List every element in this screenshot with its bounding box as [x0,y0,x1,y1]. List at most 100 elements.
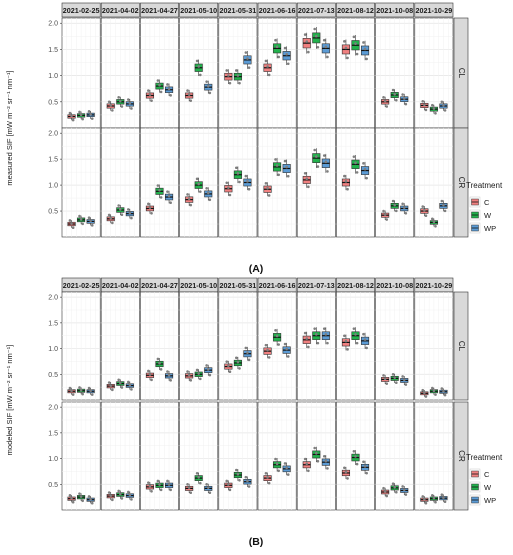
data-point [90,393,94,396]
data-point [166,479,169,483]
data-point [267,194,271,197]
data-point [147,481,150,484]
data-point [87,495,91,498]
data-point [158,361,161,365]
data-point [156,184,160,187]
data-point [128,493,132,497]
data-point [404,383,408,386]
data-point [382,209,385,213]
date-strip [61,2,101,18]
data-point [307,50,310,54]
data-point [187,93,191,96]
data-point [150,489,153,493]
data-point [383,377,387,381]
data-point [432,220,436,224]
data-point [130,498,133,501]
data-point [158,83,161,87]
data-point [286,62,290,66]
data-point [147,89,150,92]
data-point [156,357,160,361]
data-point [246,57,249,60]
data-point [186,193,189,196]
data-point [246,479,249,483]
row-label: CL [457,68,466,79]
data-point [275,462,279,465]
data-point [120,386,124,389]
data-point [275,45,279,49]
data-point [324,45,328,49]
data-point [195,368,199,372]
data-point [78,110,81,114]
data-point [87,216,91,220]
data-point [264,343,268,347]
data-point [424,501,428,505]
data-point [346,348,349,351]
data-point [167,373,171,377]
data-point [401,485,404,488]
data-point [148,373,152,376]
data-point [267,356,271,359]
data-point [285,165,288,169]
data-point [264,181,268,185]
data-point [68,219,72,222]
date-strip [336,2,375,18]
data-point [225,360,229,363]
data-point [346,187,349,191]
date-label: 2021-06-16 [259,281,296,290]
data-point [393,203,397,207]
legend-title: Treatment [466,181,503,190]
data-point [383,490,387,493]
data-point [442,203,445,207]
data-point [208,198,212,202]
data-point [424,395,428,398]
data-point [169,94,172,97]
data-point [119,99,122,103]
data-point [303,457,307,461]
data-point [71,393,75,396]
data-point [303,172,307,175]
data-point [199,481,202,485]
data-point [354,42,357,45]
data-point [205,80,208,83]
data-point [313,27,317,31]
data-point [247,187,251,191]
data-point [431,103,434,107]
data-point [195,471,199,475]
date-label: 2021-04-27 [141,281,178,290]
data-point [305,177,309,180]
y-tick-label: 1.0 [48,346,58,353]
data-point [267,481,271,485]
y-tick-label: 1.5 [48,157,58,164]
data-point [385,105,389,108]
data-point [344,339,348,343]
date-label: 2021-10-29 [416,281,453,290]
data-point [228,488,232,492]
data-point [189,99,193,102]
y-tick-label: 0.5 [48,99,58,106]
date-label: 2021-05-31 [220,6,257,15]
data-point [238,479,241,482]
y-tick-label: 1.0 [48,73,58,80]
data-point [274,457,277,461]
data-point [208,491,212,495]
data-point [303,33,307,36]
data-point [432,496,436,500]
data-point [385,218,389,221]
y-axis-label: modeled SIF [mW m⁻² sr⁻¹ nm⁻¹] [5,345,14,456]
data-point [305,337,309,340]
data-point [148,206,152,209]
data-point [344,180,348,183]
data-point [277,55,281,59]
data-point [362,41,365,44]
data-point [316,45,320,49]
data-point [158,188,161,192]
data-point [343,174,346,178]
data-point [107,491,111,494]
data-point [354,455,357,458]
data-point [382,96,385,99]
data-point [283,462,287,465]
data-point [326,55,329,59]
figure-caption: (B) [249,536,264,548]
